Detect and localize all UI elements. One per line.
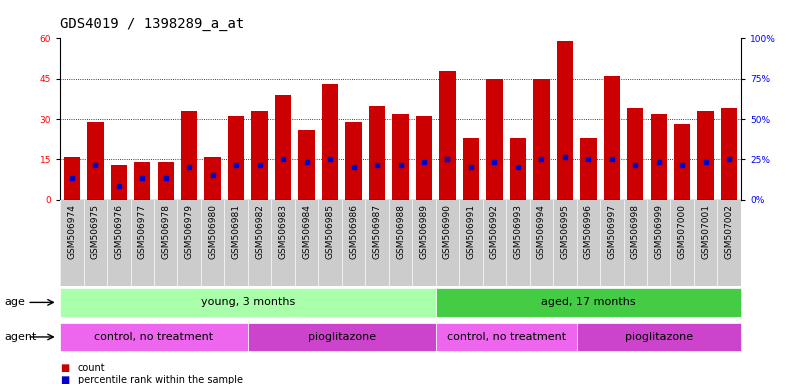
Bar [87,122,103,200]
Bar [580,138,597,200]
Bar [181,111,197,200]
Text: GSM506986: GSM506986 [349,204,358,259]
Bar [486,79,503,200]
Text: GSM506995: GSM506995 [561,204,570,259]
Text: GSM506998: GSM506998 [630,204,640,259]
Bar [721,108,738,200]
Bar [392,114,409,200]
Text: control, no treatment: control, no treatment [95,332,214,342]
Text: pioglitazone: pioglitazone [625,332,693,342]
Text: GSM506997: GSM506997 [607,204,616,259]
Text: GSM506983: GSM506983 [279,204,288,259]
Text: ■: ■ [60,375,70,384]
Bar [577,323,741,351]
Bar [298,130,315,200]
Text: GSM506988: GSM506988 [396,204,405,259]
Text: GSM506991: GSM506991 [466,204,476,259]
Bar [60,323,248,351]
Bar [158,162,174,200]
Bar [228,116,244,200]
Text: GSM506975: GSM506975 [91,204,100,259]
Text: GSM507001: GSM507001 [701,204,710,259]
Text: GDS4019 / 1398289_a_at: GDS4019 / 1398289_a_at [60,17,244,31]
Text: aged, 17 months: aged, 17 months [541,297,636,308]
Bar [134,162,151,200]
Bar [204,157,221,200]
Bar [368,106,385,200]
Text: GSM506992: GSM506992 [490,204,499,259]
Bar [60,288,436,317]
Text: percentile rank within the sample: percentile rank within the sample [78,375,243,384]
Text: age: age [4,297,25,308]
Text: GSM506981: GSM506981 [231,204,240,259]
Text: agent: agent [4,332,36,342]
Text: ■: ■ [60,363,70,373]
Bar [252,111,268,200]
Text: GSM506993: GSM506993 [513,204,522,259]
Bar [674,124,690,200]
Bar [439,71,456,200]
Text: GSM507002: GSM507002 [725,204,734,259]
Text: GSM506979: GSM506979 [185,204,194,259]
Text: GSM506982: GSM506982 [256,204,264,259]
Text: GSM506974: GSM506974 [67,204,76,259]
Text: GSM506977: GSM506977 [138,204,147,259]
Bar [509,138,526,200]
Text: GSM506994: GSM506994 [537,204,545,259]
Text: GSM506987: GSM506987 [372,204,381,259]
Text: GSM506985: GSM506985 [325,204,335,259]
Text: GSM506990: GSM506990 [443,204,452,259]
Text: pioglitazone: pioglitazone [308,332,376,342]
Bar [436,288,741,317]
Bar [436,323,577,351]
Bar [627,108,643,200]
Bar [698,111,714,200]
Text: GSM506996: GSM506996 [584,204,593,259]
Text: GSM506984: GSM506984 [302,204,311,259]
Bar [416,116,433,200]
Bar [248,323,436,351]
Bar [463,138,479,200]
Bar [275,95,292,200]
Bar [63,157,80,200]
Bar [650,114,667,200]
Text: control, no treatment: control, no treatment [447,332,566,342]
Text: GSM506976: GSM506976 [115,204,123,259]
Text: GSM506978: GSM506978 [161,204,171,259]
Text: GSM506999: GSM506999 [654,204,663,259]
Bar [604,76,620,200]
Text: GSM506980: GSM506980 [208,204,217,259]
Bar [322,84,338,200]
Bar [111,165,127,200]
Bar [533,79,549,200]
Bar [345,122,362,200]
Text: GSM506989: GSM506989 [420,204,429,259]
Text: young, 3 months: young, 3 months [201,297,295,308]
Text: GSM507000: GSM507000 [678,204,686,259]
Text: count: count [78,363,105,373]
Bar [557,41,573,200]
